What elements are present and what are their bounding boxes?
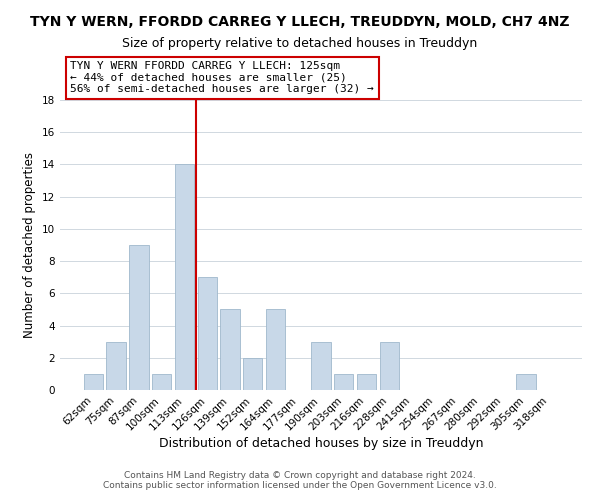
Text: TYN Y WERN FFORDD CARREG Y LLECH: 125sqm
← 44% of detached houses are smaller (2: TYN Y WERN FFORDD CARREG Y LLECH: 125sqm…	[70, 61, 374, 94]
Bar	[380, 342, 399, 390]
X-axis label: Distribution of detached houses by size in Treuddyn: Distribution of detached houses by size …	[159, 438, 483, 450]
Text: TYN Y WERN, FFORDD CARREG Y LLECH, TREUDDYN, MOLD, CH7 4NZ: TYN Y WERN, FFORDD CARREG Y LLECH, TREUD…	[30, 15, 570, 29]
Bar	[175, 164, 194, 390]
Bar	[106, 342, 126, 390]
Bar	[220, 310, 239, 390]
Bar	[84, 374, 103, 390]
Bar	[334, 374, 353, 390]
Text: Contains HM Land Registry data © Crown copyright and database right 2024.
Contai: Contains HM Land Registry data © Crown c…	[103, 470, 497, 490]
Text: Size of property relative to detached houses in Treuddyn: Size of property relative to detached ho…	[122, 38, 478, 51]
Bar	[197, 277, 217, 390]
Bar	[266, 310, 285, 390]
Bar	[357, 374, 376, 390]
Bar	[243, 358, 262, 390]
Y-axis label: Number of detached properties: Number of detached properties	[23, 152, 37, 338]
Bar	[129, 245, 149, 390]
Bar	[311, 342, 331, 390]
Bar	[152, 374, 172, 390]
Bar	[516, 374, 536, 390]
